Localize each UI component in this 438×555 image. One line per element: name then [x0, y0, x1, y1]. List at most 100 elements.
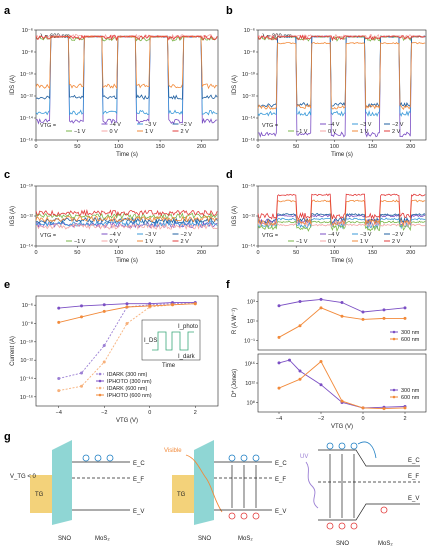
wavelength-annotation: λ = 300 nm — [262, 34, 292, 40]
electron-icon — [350, 442, 358, 450]
y-tick-label: 10⁻¹⁶ — [20, 137, 33, 144]
x-axis-label: Time (s) — [331, 258, 353, 264]
legend-label: IDARK (300 nm) — [107, 372, 148, 378]
legend-label: −3 V — [360, 232, 372, 238]
legend-prefix: VTG = — [262, 123, 278, 129]
electron-icon — [252, 454, 260, 462]
data-point — [102, 360, 106, 364]
y-tick-label: 10⁻¹² — [242, 94, 255, 100]
data-point — [171, 303, 174, 307]
x-axis-label: VTG (V) — [331, 424, 353, 430]
data-point — [57, 377, 61, 380]
mos2-label: MoS₂ — [95, 536, 110, 542]
series-line — [257, 213, 426, 225]
series-line — [35, 214, 218, 223]
series-line — [257, 193, 426, 221]
y-tick-label: 10⁻¹² — [20, 214, 33, 220]
data-point — [298, 377, 302, 381]
x-tick-label: 0 — [34, 250, 37, 256]
legend-label: IPHOTO (600 nm) — [107, 393, 152, 399]
x-tick-label: 50 — [74, 144, 80, 150]
band-diagram-left: TG V_TG < 0 E_C E_F E_V SNO MoS₂ — [10, 440, 145, 542]
hole-icon — [252, 512, 260, 520]
electron-icon — [228, 454, 236, 462]
series-line — [35, 35, 218, 116]
x-tick-label: 200 — [197, 250, 206, 256]
panel-label-b: b — [226, 5, 233, 17]
legend-label: −1 V — [296, 129, 308, 135]
legend-label: IPHOTO (300 nm) — [107, 379, 152, 385]
panel-label-f: f — [226, 279, 230, 291]
inset-frame — [141, 319, 201, 361]
x-tick-label: 50 — [293, 144, 299, 150]
legend-prefix: VTG = — [262, 233, 278, 239]
hole-icon — [240, 512, 248, 520]
x-tick-label: 150 — [368, 144, 377, 150]
data-point — [319, 360, 323, 364]
panel-label-c: c — [4, 169, 10, 181]
uv-light-label: UV — [300, 454, 308, 460]
mos2-label: MoS₂ — [378, 541, 393, 547]
legend-label: 2 V — [392, 239, 401, 245]
x-tick-label: 50 — [74, 250, 80, 256]
data-point — [277, 361, 281, 365]
x-tick-label: 2 — [403, 416, 406, 422]
series-line — [35, 34, 218, 42]
sno-label: SNO — [336, 541, 349, 547]
data-point — [125, 322, 129, 325]
visible-light-label: Visible — [164, 448, 182, 454]
legend-label: IDARK (600 nm) — [107, 386, 148, 392]
y-tick-label: 10⁻¹² — [20, 94, 33, 100]
y-axis-label: IGS (A) — [10, 206, 16, 226]
series-line — [257, 199, 426, 226]
series-line — [278, 359, 406, 409]
sno-barrier — [52, 440, 72, 525]
y-tick-label: 10⁻¹⁴ — [242, 115, 256, 122]
y-axis-label: D* (Jones) — [232, 369, 238, 397]
data-point — [403, 306, 407, 310]
x-axis-label: Time (s) — [331, 152, 353, 158]
y-tick-label: 10³ — [247, 300, 255, 306]
plot-frame — [35, 295, 219, 407]
y-tick-label: 10⁻⁶ — [244, 27, 255, 34]
plot-frame — [35, 29, 219, 141]
x-tick-label: 150 — [155, 250, 164, 256]
x-axis-label: Time (s) — [116, 152, 138, 158]
data-point — [382, 316, 386, 320]
y-tick-label: 10⁻¹⁰ — [20, 183, 34, 190]
y-tick-label: 10⁻¹⁶ — [20, 394, 33, 401]
data-point — [361, 310, 365, 314]
y-tick-label: 10⁻⁶ — [22, 27, 33, 34]
data-point — [319, 306, 323, 310]
data-point — [382, 308, 386, 312]
x-tick-label: 200 — [406, 144, 415, 150]
gate-block — [30, 475, 52, 513]
legend-label: 600 nm — [401, 395, 420, 401]
x-axis-label: Time (s) — [116, 258, 138, 264]
electron-icon — [106, 454, 114, 462]
ec-line — [318, 449, 420, 467]
legend-label: −1 V — [74, 129, 86, 135]
data-point — [340, 399, 344, 403]
data-point — [57, 320, 61, 324]
legend-label: 1 V — [145, 239, 154, 245]
legend-label: −2 V — [392, 232, 404, 238]
legend-label: 0 V — [328, 239, 337, 245]
x-tick-label: 0 — [256, 144, 259, 150]
legend-label: −2 V — [392, 122, 404, 128]
ef-label: E_F — [408, 474, 419, 480]
y-axis-label: R (A W⁻¹) — [232, 308, 238, 334]
electron-transfer-arrow — [357, 441, 377, 459]
inset-xlabel: Time — [162, 363, 176, 369]
x-tick-label: 0 — [256, 250, 259, 256]
y-tick-label: 10⁻¹⁴ — [242, 243, 256, 250]
electron-icon — [82, 454, 90, 462]
legend-label: −2 V — [181, 232, 193, 238]
legend-label: −3 V — [360, 122, 372, 128]
legend-label: 300 nm — [401, 388, 420, 394]
data-point — [125, 302, 129, 306]
electron-icon — [94, 454, 102, 462]
ec-label: E_C — [408, 458, 420, 464]
data-point — [102, 309, 106, 313]
